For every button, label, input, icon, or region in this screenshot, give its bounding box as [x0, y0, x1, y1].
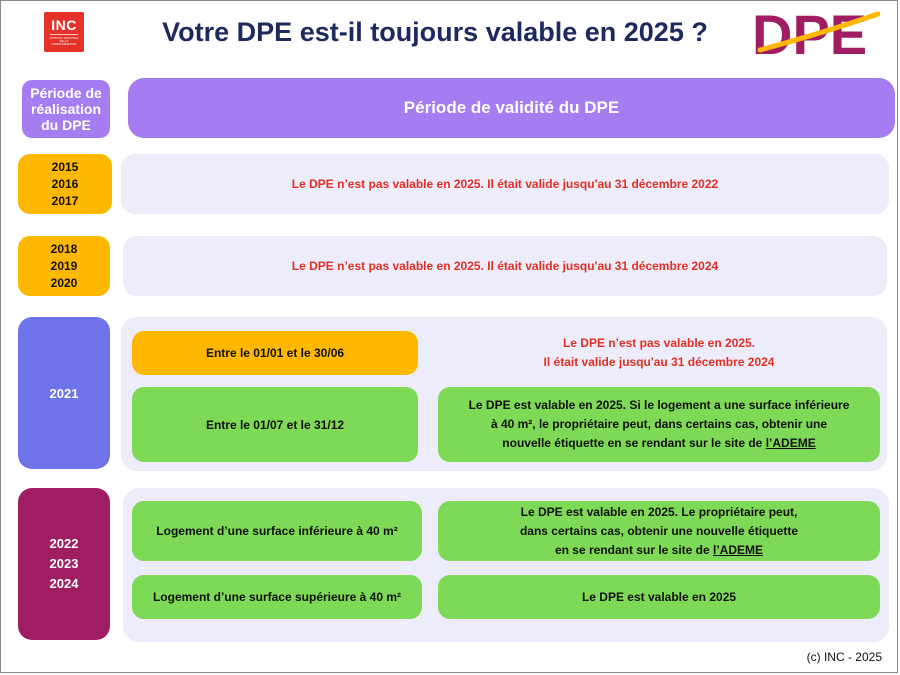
- condition-2021-first-half: Entre le 01/01 et le 30/06: [132, 331, 418, 375]
- result-line: à 40 m², le propriétaire peut, dans cert…: [490, 417, 828, 431]
- dpe-logo-text: DPE: [752, 4, 867, 60]
- header-left-line-1: Période de: [30, 85, 102, 101]
- result-line: nouvelle étiquette en se rendant sur le …: [502, 436, 766, 450]
- year-label: 2024: [49, 576, 79, 591]
- year-label: 2017: [51, 193, 79, 208]
- condition-surface-superieure: Logement d’une surface supérieure à 40 m…: [132, 575, 422, 619]
- copyright: (c) INC - 2025: [806, 650, 882, 664]
- result-line: dans certains cas, obtenir une nouvelle …: [519, 523, 799, 538]
- result-2021-second-half: Le DPE est valable en 2025. Si le logeme…: [438, 387, 880, 462]
- condition-2021-second-half: Entre le 01/07 et le 31/12: [132, 387, 418, 462]
- result-2021-first-half: Le DPE n’est pas valable en 2025. Il éta…: [440, 331, 878, 375]
- inc-logo-divider: [50, 34, 78, 35]
- ademe-link[interactable]: l’ADEME: [765, 436, 816, 450]
- result-line: Le DPE est valable en 2025. Le propriéta…: [520, 504, 798, 519]
- result-line-with-link: nouvelle étiquette en se rendant sur le …: [502, 434, 815, 453]
- year-label: 2020: [50, 275, 78, 290]
- inc-logo-word: INC: [51, 17, 77, 33]
- header-left-line-2: réalisation: [30, 101, 102, 117]
- inc-logo: INC INSTITUT NATIONAL DE LA CONSOMMATION: [44, 12, 84, 52]
- result-surface-superieure: Le DPE est valable en 2025: [438, 575, 880, 619]
- condition-surface-inferieure: Logement d’une surface inférieure à 40 m…: [132, 501, 422, 561]
- year-label: 2023: [49, 556, 79, 571]
- years-2018-2020: 2018 2019 2020: [18, 236, 110, 296]
- result-line: en se rendant sur le site de: [554, 542, 714, 557]
- header-period-validite: Période de validité du DPE: [128, 78, 895, 138]
- year-label: 2016: [51, 176, 79, 191]
- header-left-line-3: du DPE: [41, 117, 91, 133]
- year-label: 2019: [50, 258, 78, 273]
- year-label: 2018: [50, 241, 78, 256]
- year-label: 2015: [51, 159, 79, 174]
- result-surface-inferieure: Le DPE est valable en 2025. Le propriéta…: [438, 501, 880, 561]
- dpe-logo: DPE: [750, 3, 881, 66]
- result-line-with-link: en se rendant sur le site de l’ADEME: [555, 541, 763, 560]
- inc-logo-subtitle: INSTITUT NATIONAL DE LA CONSOMMATION: [49, 36, 79, 46]
- header-period-realisation: Période de réalisation du DPE: [22, 80, 110, 138]
- result-line: Le DPE n’est pas valable en 2025.: [562, 336, 756, 350]
- result-2015-2017: Le DPE n’est pas valable en 2025. Il éta…: [121, 154, 889, 214]
- year-label: 2022: [49, 536, 79, 551]
- result-line: Il était valide jusqu'au 31 décembre 202…: [543, 355, 775, 369]
- years-2015-2017: 2015 2016 2017: [18, 154, 112, 214]
- result-2018-2020: Le DPE n’est pas valable en 2025. Il éta…: [123, 236, 887, 296]
- page-title: Votre DPE est-il toujours valable en 202…: [162, 16, 708, 47]
- ademe-link[interactable]: l’ADEME: [713, 542, 764, 557]
- years-2021: 2021: [18, 317, 110, 469]
- dpe-logo-graphic: DPE: [752, 3, 881, 66]
- years-2022-2024: 2022 2023 2024: [18, 488, 110, 640]
- result-line: Le DPE est valable en 2025. Si le logeme…: [468, 398, 850, 412]
